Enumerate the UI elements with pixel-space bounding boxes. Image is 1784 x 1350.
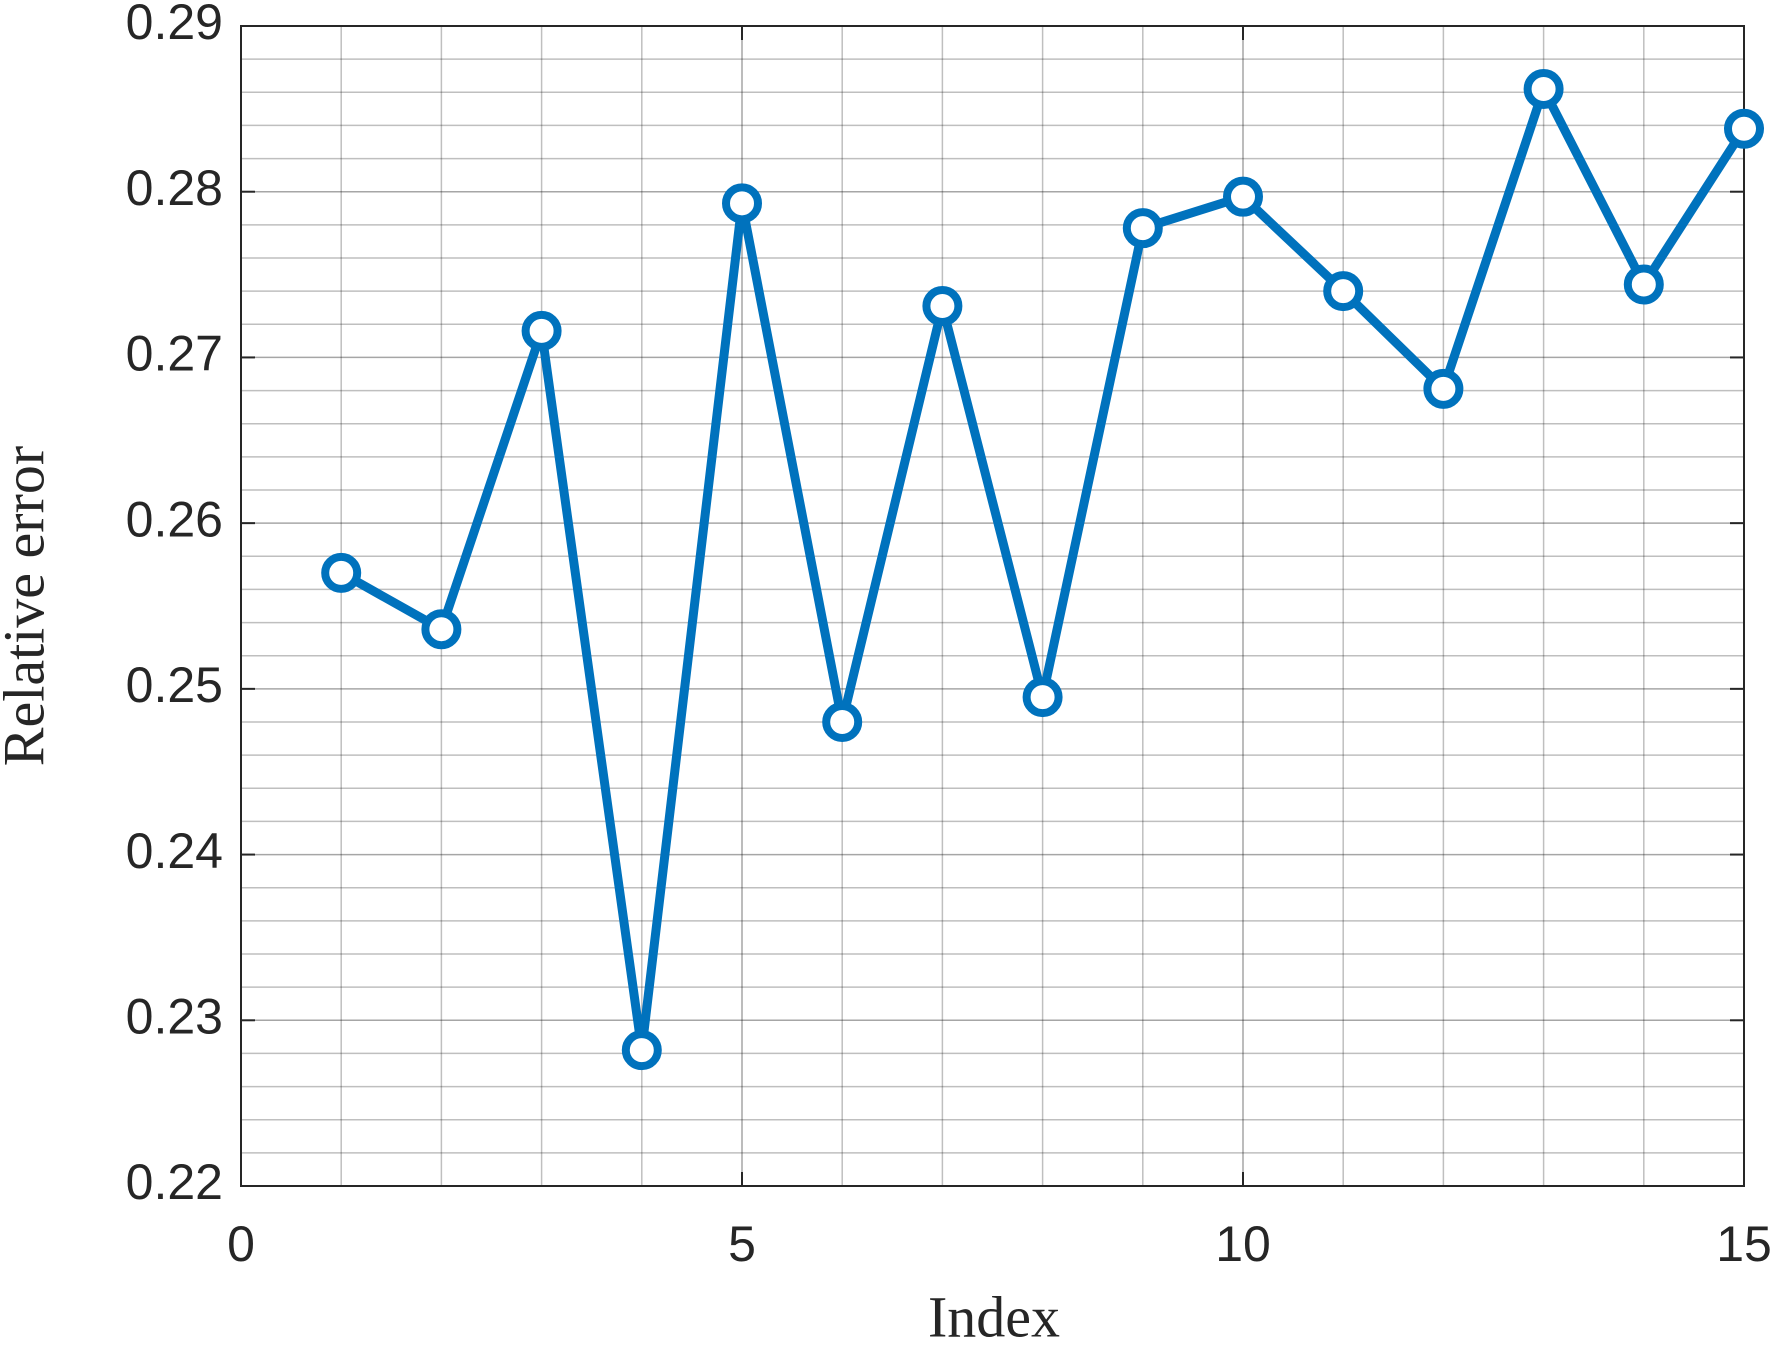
- data-point: [1724, 108, 1764, 149]
- x-tick-label: 15: [1716, 1216, 1772, 1272]
- y-tick-label: 0.26: [126, 491, 223, 547]
- y-tick-label: 0.22: [126, 1154, 223, 1210]
- data-point: [1523, 68, 1564, 109]
- x-tick-label: 10: [1215, 1216, 1271, 1272]
- x-tick-label: 5: [728, 1216, 756, 1272]
- y-axis-label: Relative error: [0, 446, 56, 766]
- y-tick-label: 0.28: [126, 160, 223, 216]
- data-point: [1423, 368, 1464, 409]
- data-point: [521, 310, 562, 351]
- x-tick-label: 0: [227, 1216, 255, 1272]
- y-tick-label: 0.23: [126, 988, 223, 1044]
- data-point: [1122, 208, 1163, 249]
- x-axis-label: Index: [928, 1284, 1060, 1349]
- data-point: [922, 286, 963, 327]
- plot-frame: [240, 25, 1745, 1187]
- data-point: [722, 183, 762, 224]
- data-point: [621, 1030, 662, 1071]
- y-tick-label: 0.25: [126, 657, 223, 713]
- y-tick-label: 0.24: [126, 823, 223, 879]
- data-point: [822, 702, 863, 742]
- data-point: [1323, 271, 1364, 312]
- data-point: [1623, 264, 1664, 305]
- data-point: [1022, 677, 1063, 718]
- data-point: [321, 552, 362, 593]
- y-tick-label: 0.29: [126, 0, 223, 50]
- data-point: [421, 609, 462, 650]
- data-point: [1223, 176, 1263, 217]
- y-tick-label: 0.27: [126, 326, 223, 382]
